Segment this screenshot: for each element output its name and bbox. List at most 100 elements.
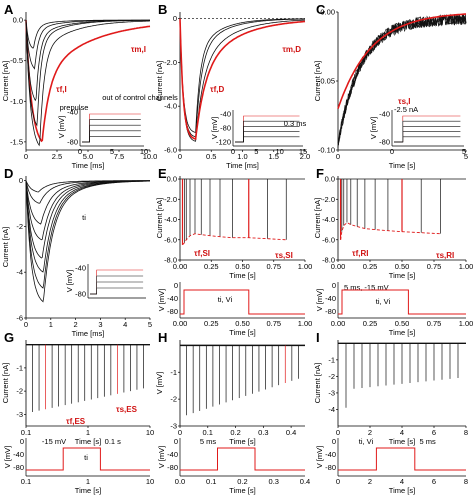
inset-y-label: V [mV] [315,289,324,312]
inset-x-tick-label: 1 [86,477,90,486]
current-trace [337,13,467,149]
y-tick-label: -2 [16,222,23,231]
inset-y-label: V [mV] [57,116,66,139]
panel-letter: H [158,330,167,345]
x-axis-label: Time [ms] [72,161,105,170]
tau-m-label: τm,D [282,45,301,54]
y-tick-label: -4 [328,405,335,414]
panel-letter: A [4,2,14,17]
x-tick-label: 1.5 [269,152,279,161]
inset-x-tick-label: 0.75 [427,319,442,328]
panel-letter: G [4,330,14,345]
tau-label: τs,I [398,97,410,106]
panel-letter: C [316,2,326,17]
inset-x-tick-label: 0.25 [204,319,219,328]
voltage-protocol [180,447,305,471]
y-tick-label: -1 [170,368,177,377]
voltage-step-trace [235,126,300,143]
current-trace [25,20,151,143]
x-tick-label: 0.50 [235,262,250,271]
tau-f-label: τf,D [210,85,224,94]
current-trace [337,13,467,145]
inset-y-tick-label: -40 [379,110,390,119]
x-axis-label: Time [s] [229,271,255,280]
x-tick-label: 0 [178,428,182,437]
inset-x-tick-label: 1.00 [298,319,313,328]
y-tick-label: 0 [173,14,177,23]
x-tick-label: 0.5 [206,152,216,161]
inset-x-tick-label: 0.50 [395,319,410,328]
y-tick-label: -6.0 [164,235,177,244]
y-tick-label: 0 [19,176,23,185]
tau-s-label: τs,SI [275,251,293,260]
inset-x-tick-label: 1.00 [459,319,474,328]
inset-x-label: Time [s] [389,328,415,337]
inset-x-label: Time [s] [229,486,255,495]
current-trace [25,20,150,147]
tau-f-label: τf,ES [66,417,86,426]
inset-x-tick-label: 15 [299,147,307,156]
y-axis-label: Current [nA] [313,363,322,403]
inset-y-tick-label: -40 [13,450,24,459]
y-axis-label: Current [nA] [1,227,10,267]
inset-x-tick-label: 0.1 [21,477,31,486]
inset-y-tick-label: 0 [174,437,178,446]
inset-y-tick-label: -80 [167,307,178,316]
inset-y-label: V [mV] [65,270,74,293]
inset-y-tick-label: 0 [332,281,336,290]
current-trace [25,180,150,204]
x-tick-label: 0.25 [363,262,378,271]
y-tick-label: -4.0 [164,102,177,111]
inset-y-tick-label: -80 [220,124,231,133]
inset-x-tick-label: 5 [110,147,114,156]
x-tick-label: 0 [24,320,28,329]
x-tick-label: 0 [336,152,340,161]
y-tick-label: -4.0 [164,215,177,224]
inset-x-tick-label: 0.00 [173,319,188,328]
inset-x-tick-label: 0.50 [235,319,250,328]
x-tick-label: 0.1 [21,428,31,437]
x-tick-label: 1.00 [459,262,474,271]
inset-y-label: V [mV] [315,446,324,469]
voltage-protocol [180,289,305,315]
protocol-label-2: 5 ms [419,437,436,446]
y-axis-label: Current [nA] [1,363,10,403]
inset-x-tick-label: 0.00 [331,319,346,328]
y-tick-label: -3 [328,388,335,397]
x-tick-label: 0.1 [203,428,213,437]
panel-e: 0.0-2.0-4.0-6.0-8.00.00 0.25 0.50 0.75 1.00T… [155,166,312,337]
y-tick-label: -4.0 [322,215,335,224]
voltage-protocol [338,289,466,315]
inset-x-tick-label: 0.1 [206,477,216,486]
inset-x-label: Time [s] [229,328,255,337]
panel-letter: I [316,330,320,345]
voltage-step-trace [90,275,144,295]
x-axis-label: Time [s] [75,437,101,446]
x-tick-label: 1.0 [237,152,247,161]
inset-x-tick-label: 0 [78,147,82,156]
x-tick-label: 10 [146,428,154,437]
y-axis-label: V [mV] [155,372,164,395]
inset-y-tick-label: -80 [13,463,24,472]
voltage-step-trace [394,126,461,143]
x-axis-label: Time [ms] [226,161,259,170]
inset-x-label: Time [s] [389,486,415,495]
x-tick-label: 6 [432,428,436,437]
inset-y-tick-label: 0 [332,437,336,446]
x-tick-label: 2.5 [52,152,62,161]
voltage-protocol [338,447,466,471]
current-trace [337,13,467,144]
interval-label: ti, Vi [218,295,233,304]
inset-y-label: V [mV] [210,117,219,140]
tau-f-label: τf,I [56,85,67,94]
current-trace [337,14,467,143]
y-tick-label: -3 [170,422,177,431]
inset-x-tick-label: 0 [231,147,235,156]
inset-x-tick-label: 0 [336,477,340,486]
y-tick-label: 0.0 [13,16,23,25]
inset-y-tick-label: -80 [167,463,178,472]
